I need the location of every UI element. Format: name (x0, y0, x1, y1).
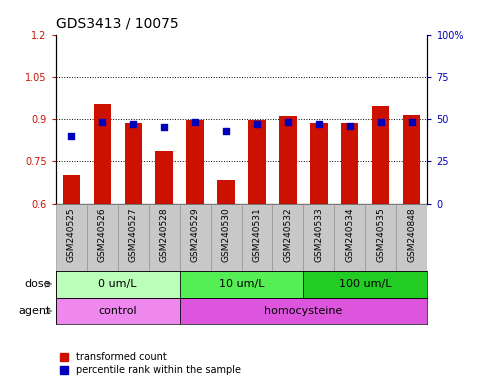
FancyBboxPatch shape (242, 204, 272, 271)
Text: GSM240529: GSM240529 (190, 207, 199, 262)
Text: GSM240535: GSM240535 (376, 207, 385, 262)
Point (98, 119, 106, 126)
Point (284, 119, 292, 126)
Point (129, 121, 137, 127)
Text: GSM240531: GSM240531 (253, 207, 261, 262)
Bar (303, 271, 427, 298)
Legend: transformed count, percentile rank within the sample: transformed count, percentile rank withi… (60, 353, 241, 375)
Bar (311, 123, 327, 204)
Point (346, 123, 354, 129)
Point (408, 119, 416, 126)
Bar (180, 271, 303, 298)
Bar (217, 180, 235, 204)
Bar (186, 121, 203, 204)
FancyBboxPatch shape (211, 204, 242, 271)
FancyBboxPatch shape (272, 204, 303, 271)
Text: dose: dose (24, 279, 51, 289)
Text: agent: agent (18, 306, 51, 316)
Text: GSM240525: GSM240525 (67, 207, 75, 262)
Bar (56, 271, 180, 298)
Point (377, 119, 385, 126)
FancyBboxPatch shape (180, 204, 211, 271)
Text: 0 um/L: 0 um/L (98, 279, 137, 289)
Text: homocysteine: homocysteine (264, 306, 342, 316)
Bar (125, 123, 142, 204)
Text: GSM240530: GSM240530 (222, 207, 230, 262)
Text: GSM240527: GSM240527 (128, 207, 138, 262)
FancyBboxPatch shape (397, 204, 427, 271)
Bar (180, 298, 427, 324)
Text: 10 um/L: 10 um/L (219, 279, 264, 289)
Bar (403, 115, 421, 204)
Text: control: control (98, 306, 137, 316)
Bar (62, 175, 80, 204)
Bar (341, 123, 358, 204)
FancyBboxPatch shape (366, 204, 397, 271)
Point (67, 133, 75, 139)
Point (315, 121, 323, 127)
Bar (156, 151, 172, 204)
Bar (248, 121, 266, 204)
Point (253, 121, 261, 127)
Text: GSM240534: GSM240534 (345, 207, 355, 262)
Text: GSM240528: GSM240528 (159, 207, 169, 262)
FancyBboxPatch shape (56, 204, 86, 271)
FancyBboxPatch shape (117, 204, 149, 271)
Bar (56, 298, 180, 324)
Bar (94, 104, 111, 204)
FancyBboxPatch shape (303, 204, 334, 271)
Text: 100 um/L: 100 um/L (339, 279, 392, 289)
Text: GSM240848: GSM240848 (408, 207, 416, 262)
Text: GDS3413 / 10075: GDS3413 / 10075 (56, 17, 178, 31)
Text: GSM240533: GSM240533 (314, 207, 324, 262)
Point (191, 119, 199, 126)
Text: GSM240526: GSM240526 (98, 207, 107, 262)
Point (160, 124, 168, 131)
FancyBboxPatch shape (149, 204, 180, 271)
FancyBboxPatch shape (334, 204, 366, 271)
FancyBboxPatch shape (86, 204, 117, 271)
Point (222, 128, 230, 134)
Bar (280, 116, 297, 204)
Text: GSM240532: GSM240532 (284, 207, 293, 262)
Bar (372, 106, 389, 204)
